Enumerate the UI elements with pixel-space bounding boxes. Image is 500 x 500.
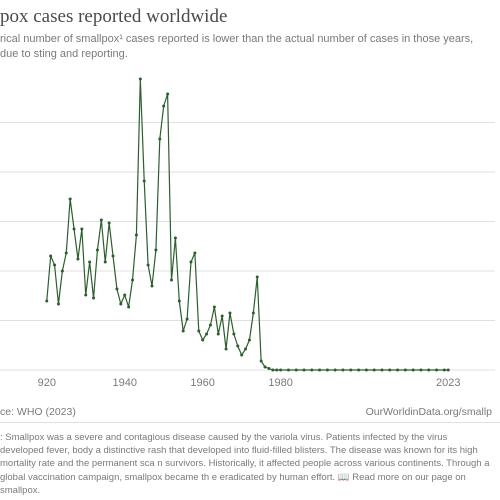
footnote: : Smallpox was a severe and contagious d… [0, 422, 500, 497]
svg-text:1980: 1980 [268, 377, 292, 389]
chart-header: pox cases reported worldwide rical numbe… [0, 0, 500, 62]
source-label: ce: WHO (2023) [0, 406, 76, 418]
line-chart-svg: 920 1940 1960 1980 2023 [0, 70, 500, 400]
svg-text:1940: 1940 [112, 377, 136, 389]
svg-text:920: 920 [38, 377, 56, 389]
chart-title: pox cases reported worldwide [0, 6, 500, 28]
chart-subtitle: rical number of smallpox¹ cases reported… [0, 32, 500, 62]
chart-footer: ce: WHO (2023) OurWorldinData.org/smallp [0, 400, 500, 422]
svg-text:2023: 2023 [436, 377, 460, 389]
chart-area: 920 1940 1960 1980 2023 [0, 70, 500, 400]
footnote-text: : Smallpox was a severe and contagious d… [0, 432, 490, 496]
attribution-label: OurWorldinData.org/smallp [366, 406, 492, 418]
svg-text:1960: 1960 [190, 377, 214, 389]
